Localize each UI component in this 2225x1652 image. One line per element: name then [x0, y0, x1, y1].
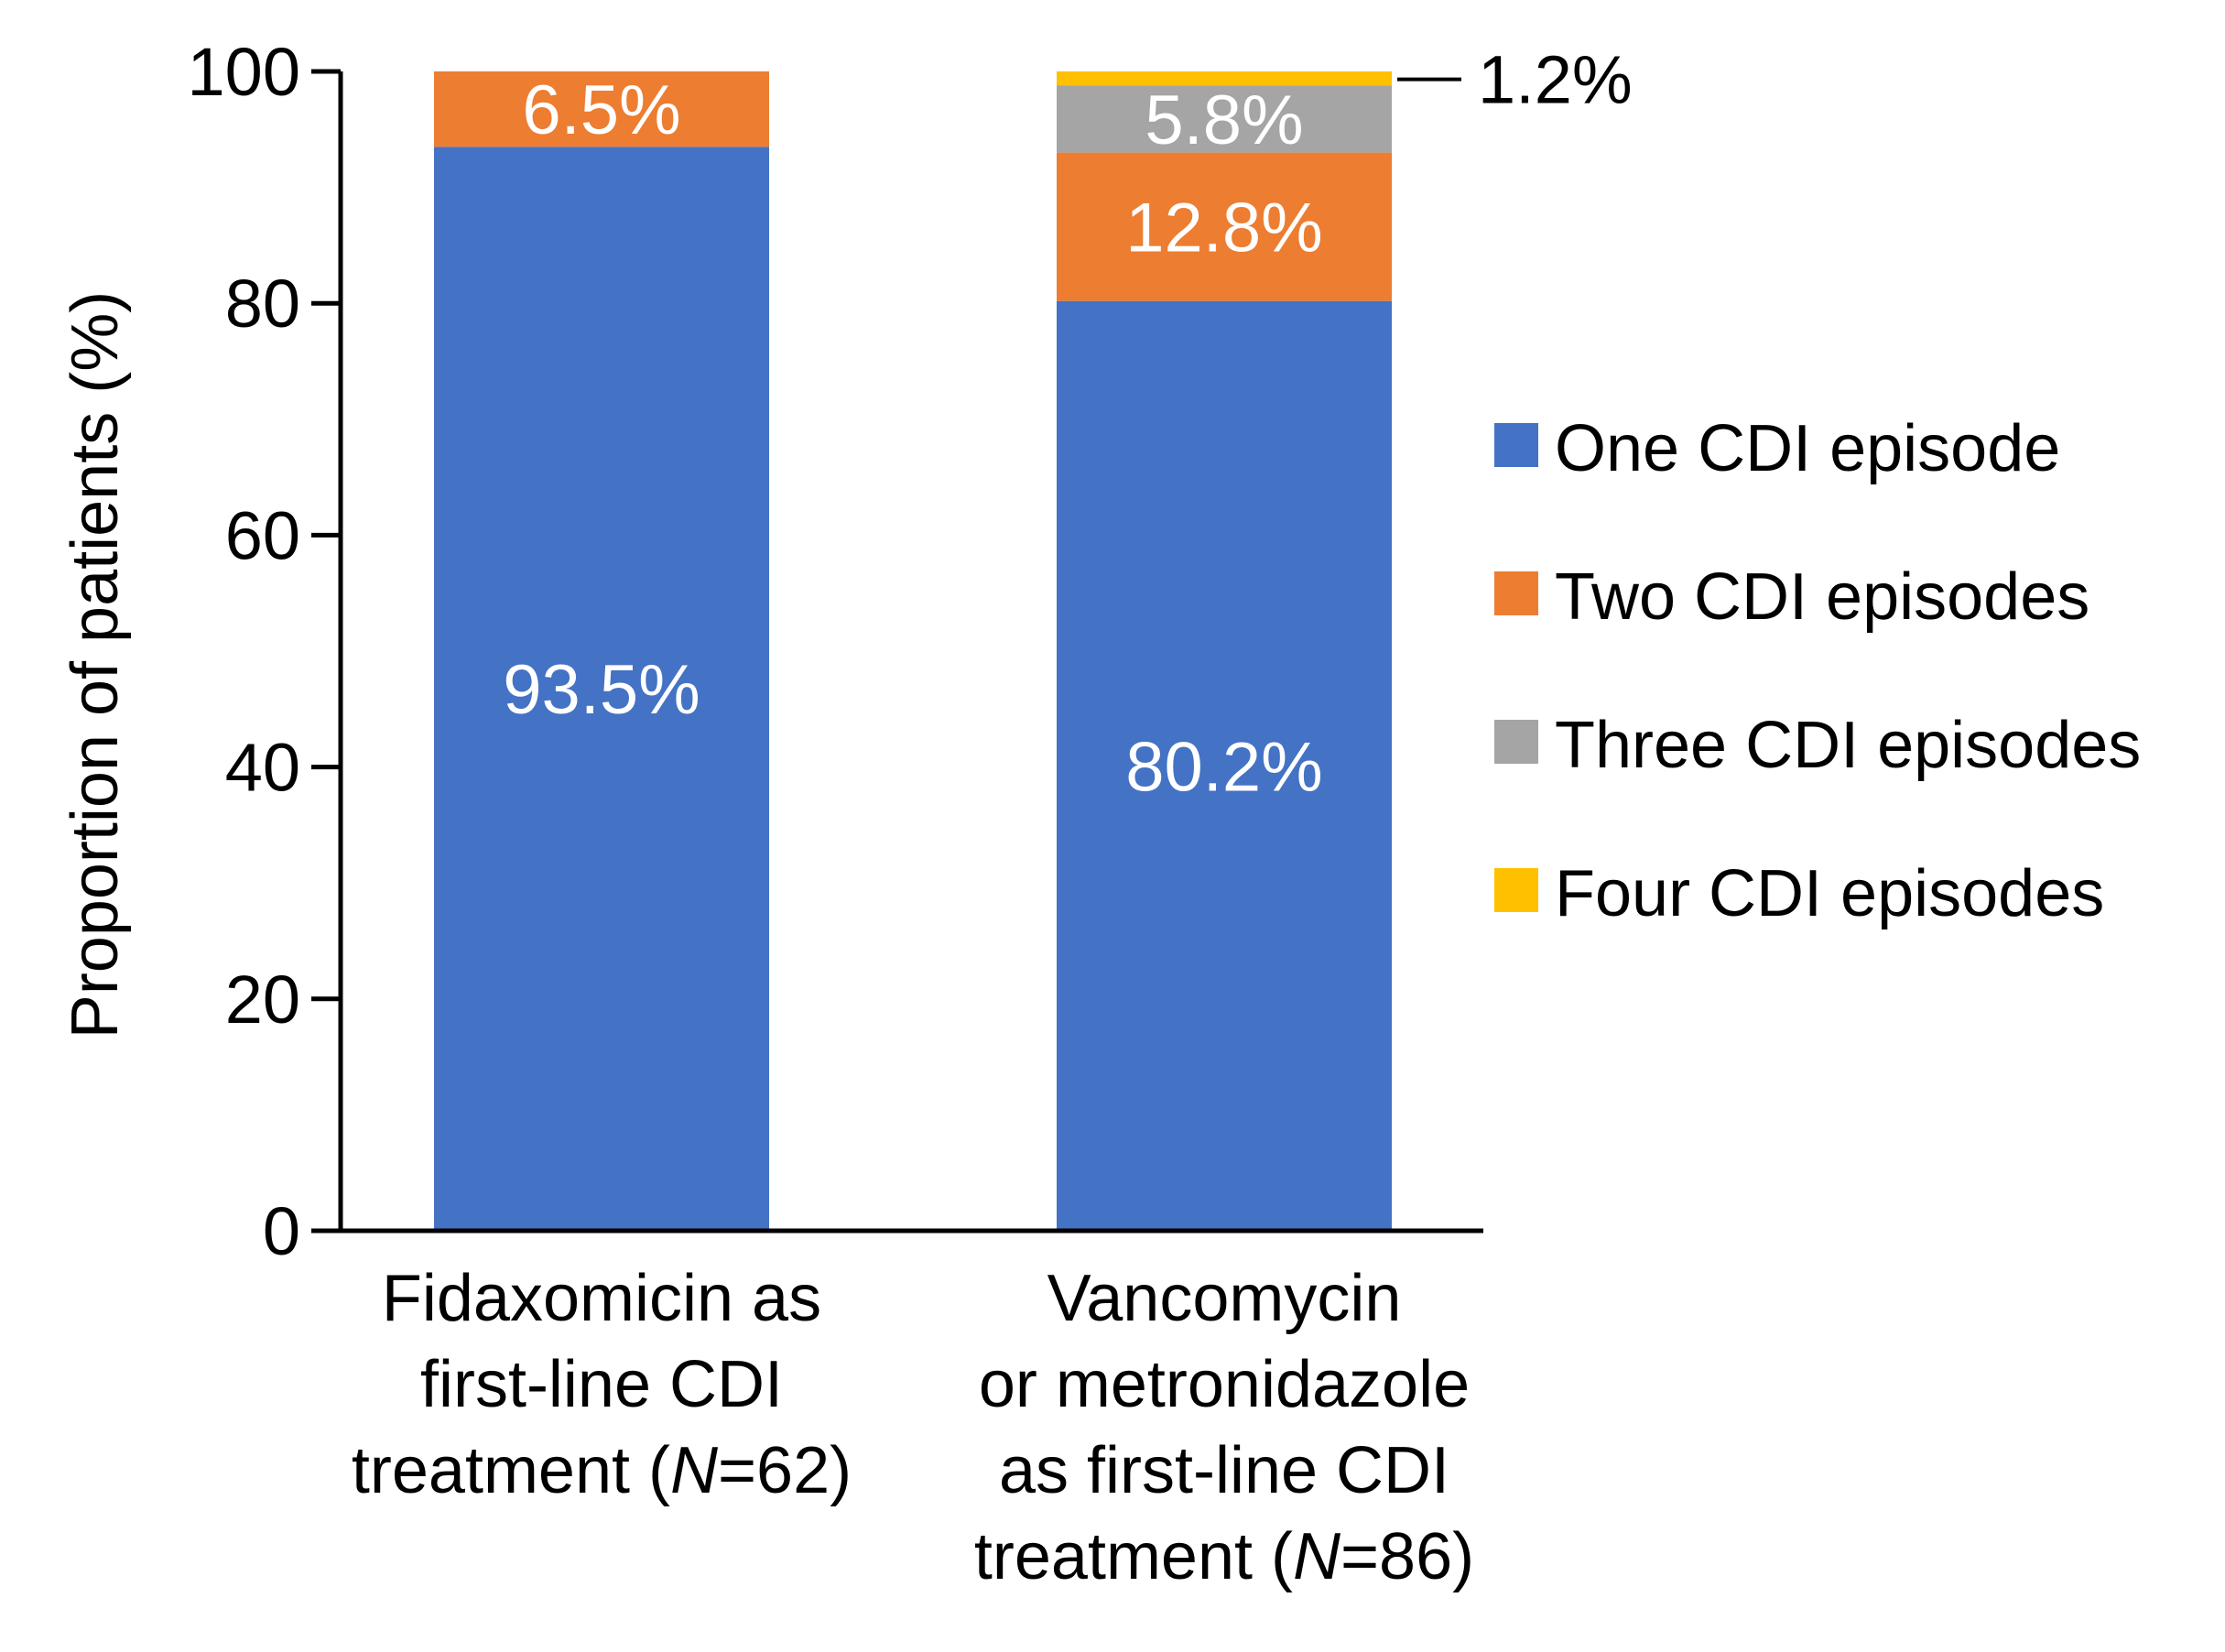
- y-axis-title-group: Proportion of patients (%): [59, 291, 132, 1038]
- bar-value-label: 12.8%: [1125, 190, 1323, 267]
- x-category-label-run: Fidaxomicin as: [382, 1262, 821, 1335]
- bar-segment-two-cdi-episodes: [1057, 152, 1392, 301]
- x-category-label-line: treatment (N=62): [352, 1434, 852, 1507]
- legend-swatch: [1494, 571, 1538, 615]
- bar-segment-one-cdi-episode: [434, 147, 769, 1231]
- x-category-label-line: treatment (N=86): [974, 1520, 1474, 1593]
- x-category-label-run: =86): [1340, 1520, 1474, 1593]
- legend-label: Four CDI episodes: [1555, 857, 2104, 930]
- x-category-label-run: N: [1293, 1520, 1341, 1593]
- legend-label: One CDI episode: [1555, 412, 2060, 485]
- bar-segment-two-cdi-episodes: [434, 71, 769, 147]
- y-ticks: 0 20 40 60 80 100: [188, 34, 341, 1269]
- x-category-label-run: treatment (: [352, 1434, 670, 1507]
- y-axis-title: Proportion of patients (%): [59, 291, 132, 1038]
- x-category-label-run: treatment (: [974, 1520, 1293, 1593]
- callouts: 1.2%: [1397, 42, 1633, 118]
- axes: [338, 71, 1483, 1234]
- y-tick-label: 100: [188, 34, 300, 110]
- y-tick-label: 60: [225, 497, 300, 573]
- x-category-label-run: N: [670, 1434, 719, 1507]
- x-category-label-run: =62): [718, 1434, 852, 1507]
- legend: One CDI episode Two CDI episodes Three CDI…: [1494, 412, 2141, 930]
- legend-swatch: [1494, 423, 1538, 467]
- bar-value-label: 93.5%: [503, 651, 700, 729]
- legend-swatch: [1494, 868, 1538, 912]
- x-category-label-line: first-line CDI: [420, 1348, 783, 1421]
- x-category-label-line: as first-line CDI: [999, 1434, 1449, 1507]
- x-category-label-run: Vancomycin: [1047, 1262, 1402, 1335]
- x-category-label-run: first-line CDI: [420, 1348, 783, 1421]
- x-category-label-line: Vancomycin: [1047, 1262, 1402, 1335]
- y-tick-label: 0: [263, 1193, 300, 1269]
- callout-label: 1.2%: [1478, 42, 1633, 118]
- x-category-label-run: or metronidazole: [979, 1348, 1470, 1421]
- bars: 93.5% 6.5% 80.2% 12.8% 5.8%: [434, 71, 1392, 1232]
- x-category-label-line: or metronidazole: [979, 1348, 1470, 1421]
- bar-segment-one-cdi-episode: [1057, 300, 1392, 1232]
- bar-segment-three-cdi-episodes: [1057, 85, 1392, 153]
- bar-value-label: 80.2%: [1125, 728, 1323, 806]
- y-tick-label: 80: [225, 266, 300, 342]
- x-category-label-line: Fidaxomicin as: [382, 1262, 821, 1335]
- bar-value-label: 5.8%: [1145, 82, 1303, 159]
- bar-segment-four-cdi-episodes: [1057, 71, 1392, 86]
- legend-label: Two CDI episodes: [1555, 560, 2089, 634]
- y-tick-label: 20: [225, 962, 300, 1038]
- legend-label: Three CDI episodes: [1555, 709, 2141, 782]
- y-tick-label: 40: [225, 730, 300, 806]
- bar-value-label: 6.5%: [522, 71, 680, 149]
- x-category-label-run: as first-line CDI: [999, 1434, 1449, 1507]
- legend-swatch: [1494, 720, 1538, 764]
